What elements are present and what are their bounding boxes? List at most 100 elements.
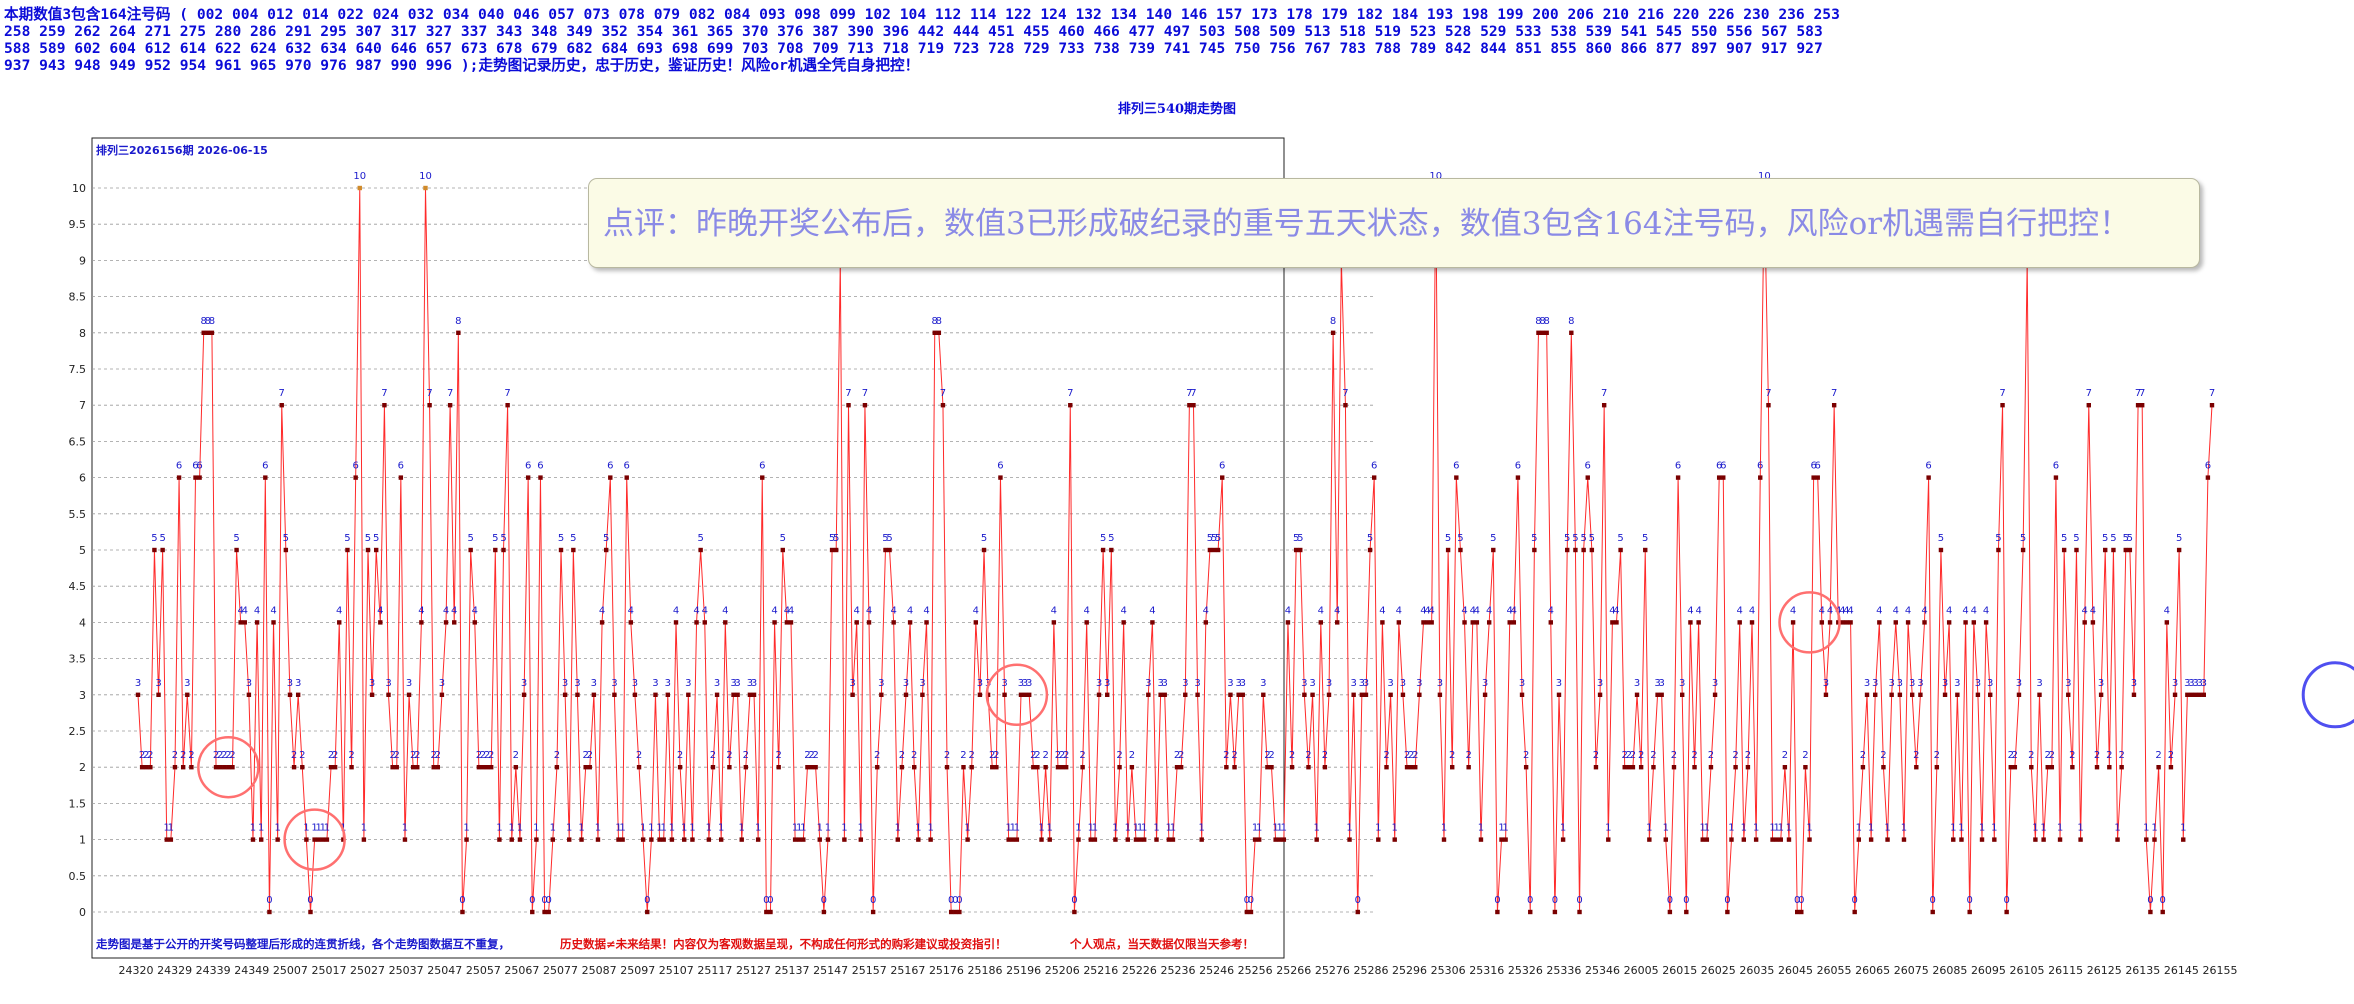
data-point: [1178, 765, 1184, 770]
data-label: 1: [1646, 823, 1652, 834]
data-point: [632, 692, 638, 697]
data-point: [1092, 837, 1098, 842]
data-label: 5: [151, 533, 157, 544]
data-point: [1441, 837, 1447, 842]
data-label: 3: [1001, 678, 1007, 689]
data-label: 1: [533, 823, 539, 834]
data-label: 3: [1909, 678, 1915, 689]
x-tick-label: 26155: [2203, 964, 2238, 977]
data-label: 1: [2057, 823, 2063, 834]
data-point: [1643, 547, 1648, 553]
data-label: 7: [1831, 388, 1837, 399]
data-point: [538, 475, 543, 480]
data-point: [1174, 765, 1180, 770]
data-point: [168, 837, 174, 842]
data-label: 3: [1416, 678, 1422, 689]
data-label: 2: [180, 750, 186, 761]
data-point: [2209, 403, 2215, 408]
data-label: 3: [184, 678, 190, 689]
data-label: 6: [1810, 461, 1816, 472]
data-label: 1: [689, 823, 695, 834]
data-label: 3: [295, 678, 301, 689]
data-label: 4: [702, 605, 708, 616]
y-tick-label: 3: [79, 689, 86, 702]
data-point: [1146, 692, 1151, 697]
header-number-list: 本期数值3包含164注号码 ( 002 004 012 014 022 024 …: [4, 6, 2350, 74]
data-label: 3: [1872, 678, 1878, 689]
data-point: [1712, 692, 1718, 697]
data-label: 3: [1634, 678, 1640, 689]
data-point: [530, 909, 535, 915]
data-label: 3: [1942, 678, 1948, 689]
data-label: 6: [1371, 461, 1377, 472]
data-label: 0: [952, 895, 958, 906]
data-label: 4: [1511, 605, 1517, 616]
data-point: [1823, 692, 1829, 697]
data-label: 1: [320, 823, 326, 834]
data-label: 2: [582, 750, 588, 761]
data-point: [497, 837, 502, 842]
data-point: [501, 547, 506, 553]
data-label: 1: [1498, 823, 1504, 834]
data-point: [447, 403, 453, 408]
data-label: 3: [246, 678, 252, 689]
data-point: [222, 765, 227, 770]
data-point: [1778, 837, 1783, 842]
data-point: [1183, 692, 1188, 697]
data-point: [1318, 620, 1323, 625]
data-label: 0: [1967, 895, 1973, 906]
data-label: 1: [402, 823, 408, 834]
data-point: [1774, 837, 1779, 842]
data-label: 4: [1051, 605, 1057, 616]
data-label: 2: [1404, 750, 1410, 761]
data-point: [1889, 692, 1894, 697]
data-point: [2090, 620, 2096, 625]
data-point: [480, 765, 486, 770]
data-label: 4: [1962, 605, 1968, 616]
data-label: 5: [829, 533, 835, 544]
data-label: 5: [981, 533, 987, 544]
data-label: 1: [615, 823, 621, 834]
data-point: [1462, 620, 1467, 625]
data-label: 1: [1125, 823, 1131, 834]
data-label: 2: [2106, 750, 2112, 761]
data-point: [990, 765, 995, 770]
data-label: 4: [1120, 605, 1126, 616]
data-point: [320, 837, 326, 842]
data-point: [1893, 620, 1898, 625]
data-label: 2: [147, 750, 153, 761]
data-point: [378, 620, 383, 625]
data-label: 5: [2176, 533, 2182, 544]
data-point: [731, 692, 736, 697]
data-point: [427, 403, 432, 408]
data-point: [1063, 765, 1069, 770]
data-point: [374, 547, 379, 553]
data-label: 3: [2016, 678, 2022, 689]
data-label: 2: [480, 750, 486, 761]
data-label: 2: [1626, 750, 1632, 761]
x-tick-label: 25196: [1006, 964, 1041, 977]
data-point: [324, 837, 330, 842]
data-label: 2: [911, 750, 917, 761]
data-label: 1: [324, 823, 330, 834]
data-label: 4: [242, 605, 248, 616]
data-point: [2094, 765, 2100, 770]
data-point: [2164, 620, 2170, 625]
data-label: 2: [1055, 750, 1061, 761]
data-point: [1018, 692, 1024, 697]
data-label: 2: [1129, 750, 1135, 761]
x-tick-label: 25017: [311, 964, 346, 977]
data-label: 2: [587, 750, 593, 761]
data-point: [279, 403, 284, 408]
data-point: [1963, 620, 1968, 625]
data-point: [509, 837, 514, 842]
data-label: 2: [899, 750, 905, 761]
data-point: [2197, 692, 2202, 697]
data-label: 2: [1412, 750, 1418, 761]
data-point: [1782, 765, 1788, 770]
data-point: [686, 692, 691, 697]
data-label: 3: [1954, 678, 1960, 689]
data-label: 0: [1683, 895, 1689, 906]
data-label: 1: [1901, 823, 1907, 834]
data-point: [230, 765, 235, 770]
